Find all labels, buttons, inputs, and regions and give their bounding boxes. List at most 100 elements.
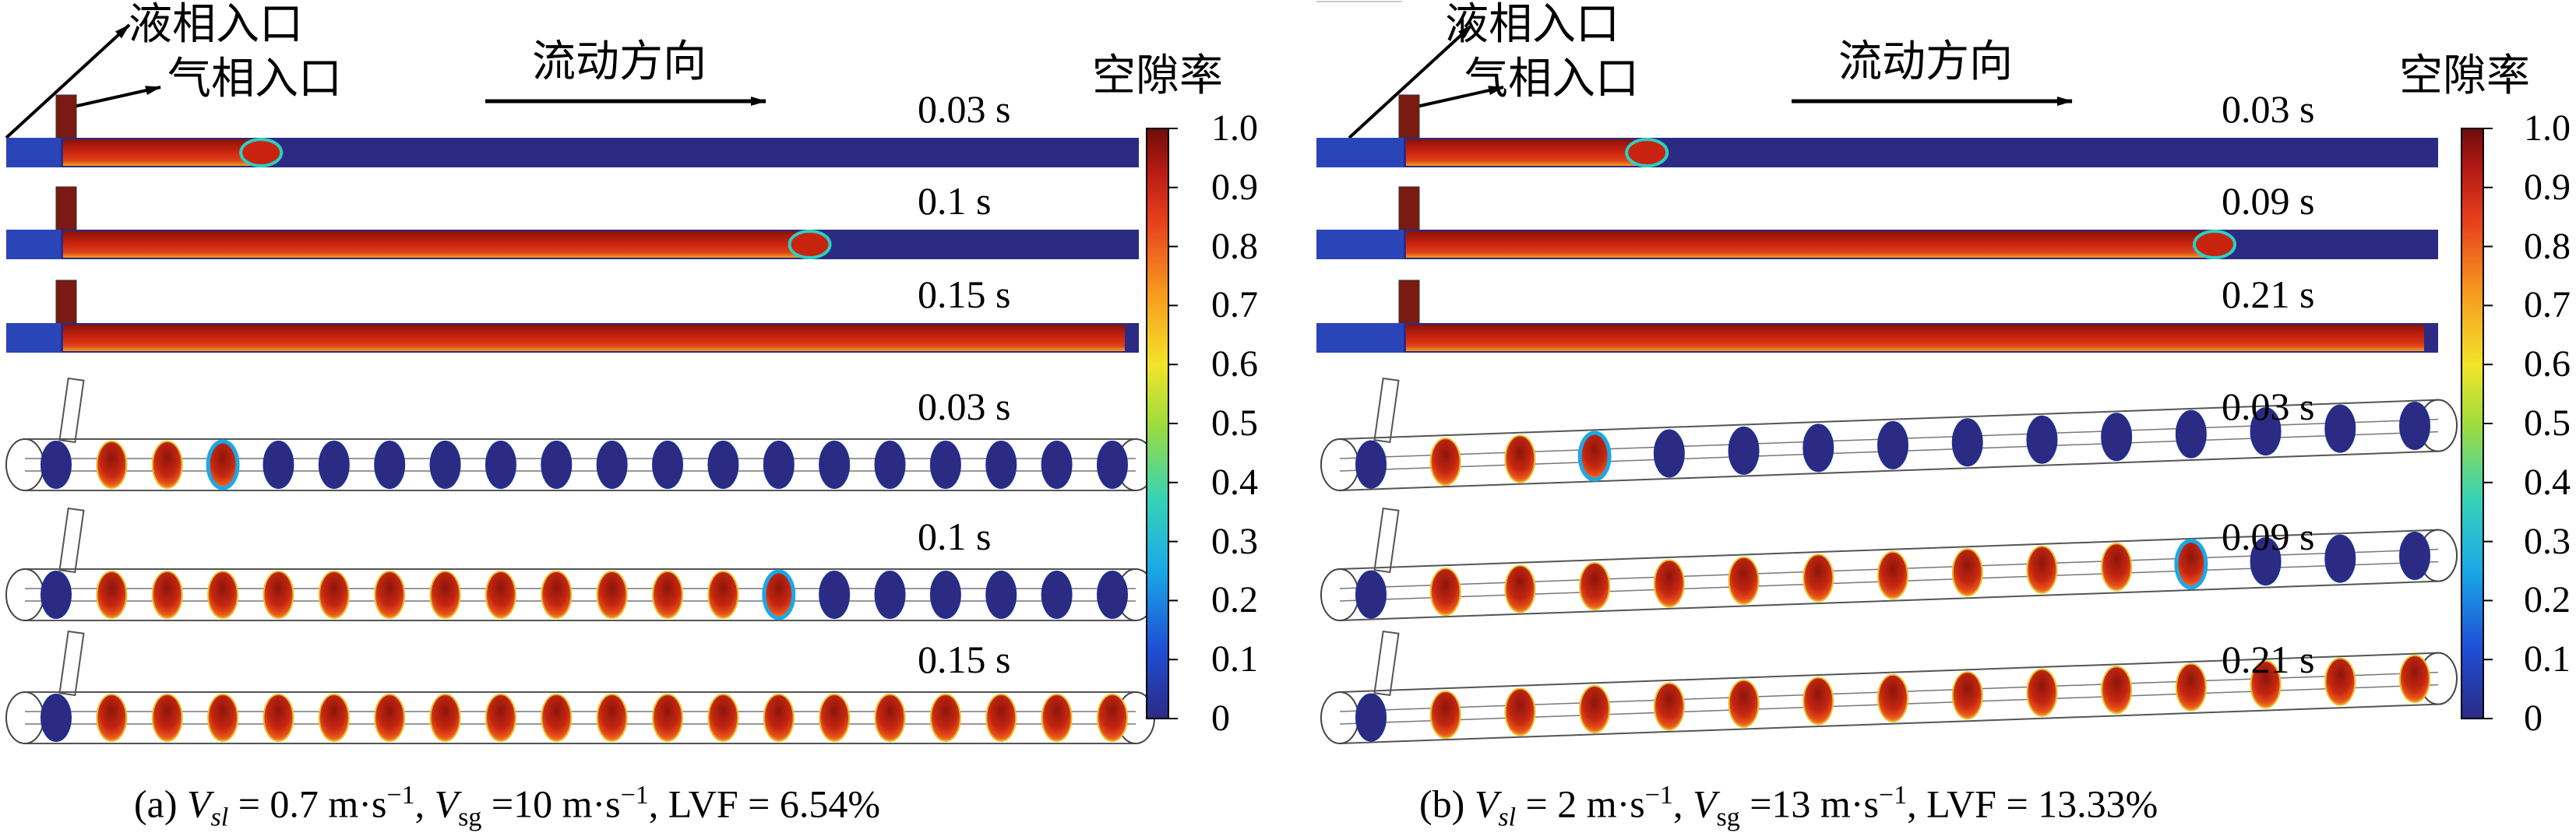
cross-section — [263, 694, 294, 742]
cross-section — [2250, 660, 2282, 709]
cross-section — [1041, 571, 1073, 619]
gas-slug — [63, 139, 265, 166]
cross-section — [1951, 418, 1983, 467]
colorbar-tick-label: 0.1 — [2524, 638, 2571, 680]
cross-section — [874, 441, 906, 489]
colorbar-tick-label: 0.7 — [1211, 284, 1258, 326]
caption-vsl-val: = 0.7 m·s — [228, 782, 387, 826]
cross-section — [541, 694, 573, 742]
cross-section — [2324, 534, 2356, 583]
cross-section — [874, 571, 906, 619]
cross-section — [596, 441, 628, 489]
cross-section — [1877, 420, 1908, 469]
colorbar-tick-label: 0.9 — [1211, 166, 1258, 208]
gas-inlet-label: 气相入口 — [1464, 54, 1639, 104]
cross-section — [2101, 413, 2133, 462]
colorbar-tick-label: 0.4 — [2524, 461, 2571, 503]
cross-section — [318, 441, 350, 489]
gas-inlet-arrow — [1405, 86, 1504, 111]
time-label-2d: 0.03 s — [918, 87, 1011, 131]
tube-3d — [5, 507, 1155, 621]
caption-prefix: (a) — [134, 782, 187, 826]
cross-section — [2026, 668, 2058, 717]
caption-vsg-exp: −1 — [1878, 781, 1908, 810]
caption-vsg-sym: V — [1692, 782, 1717, 826]
tube-3d — [1320, 377, 2458, 491]
cross-section — [652, 571, 684, 619]
inlet-mixing-zone — [1316, 138, 1404, 167]
gas-inlet-label: 气相入口 — [167, 54, 342, 104]
colorbar-tick-label: 0.6 — [1211, 343, 1258, 385]
cross-section — [541, 441, 573, 489]
cross-section — [1504, 434, 1536, 483]
liquid-inlet-arrow — [1348, 23, 1474, 139]
flow-direction-label: 流动方向 — [532, 37, 707, 87]
cross-section — [1579, 562, 1611, 611]
cross-section — [1802, 424, 1834, 473]
cross-section — [1802, 677, 1834, 726]
cross-section — [1653, 429, 1685, 478]
panel-caption: (b) Vsl = 2 m·s−1, Vsg =13 m·s−1, LVF = … — [1419, 782, 2158, 831]
cross-section — [985, 571, 1017, 619]
colorbar-tick-label: 0.8 — [2524, 225, 2571, 267]
cross-section — [2324, 404, 2356, 453]
vertical-inlet-pipe — [1398, 279, 1420, 324]
colorbar — [2461, 128, 2484, 719]
cross-section — [1728, 426, 1760, 475]
cross-section — [1877, 550, 1908, 599]
caption-vsl-exp: −1 — [1644, 781, 1673, 810]
colorbar-tick-label: 0.5 — [2524, 402, 2571, 444]
caption-vsl-sub: sl — [210, 803, 229, 832]
tube-3d — [1320, 507, 2458, 621]
cross-section — [96, 571, 128, 619]
colorbar-tick-label: 0 — [2524, 698, 2543, 739]
cross-section — [1355, 693, 1387, 742]
cross-section — [2175, 663, 2207, 712]
tube-3d — [5, 377, 1155, 491]
cross-section — [207, 694, 239, 742]
gas-inlet-arrow — [62, 86, 161, 111]
cross-section — [1653, 559, 1685, 608]
cross-section — [206, 439, 240, 490]
panel-caption: (a) Vsl = 0.7 m·s−1, Vsg =10 m·s−1, LVF … — [134, 782, 880, 831]
cross-section — [485, 571, 516, 619]
caption-sep1: , — [414, 782, 435, 826]
vertical-inlet-pipe — [1398, 94, 1420, 139]
cross-section — [429, 694, 461, 742]
cross-section — [819, 441, 851, 489]
cross-section — [2026, 545, 2058, 594]
colorbar-tick-label: 0.2 — [2524, 579, 2571, 621]
cross-section — [2101, 543, 2133, 592]
cross-section — [707, 571, 739, 619]
cross-section — [1429, 438, 1461, 487]
cross-section — [151, 441, 183, 489]
cross-section — [819, 571, 851, 619]
cross-section — [96, 694, 128, 742]
vertical-inlet-pipe — [55, 186, 77, 230]
inlet-mixing-zone — [1316, 323, 1404, 353]
vertical-inlet-pipe — [55, 279, 77, 324]
gas-slug — [1406, 325, 2424, 351]
caption-sep2: , LVF = 13.33% — [1907, 782, 2158, 826]
cross-section — [763, 441, 795, 489]
colorbar-tick-label: 0.3 — [1211, 520, 1258, 562]
cross-section — [1653, 682, 1685, 731]
cross-section — [596, 571, 628, 619]
panel-a — [5, 23, 1178, 744]
inlet-mixing-zone — [6, 323, 61, 353]
tube-3d — [1320, 630, 2458, 744]
cross-section — [263, 441, 294, 489]
cross-section — [1504, 564, 1536, 613]
tube-3d — [5, 630, 1155, 744]
colorbar-title: 空隙率 — [1092, 51, 1223, 101]
colorbar-tick-label: 0.9 — [2524, 166, 2571, 208]
cross-section — [2399, 655, 2430, 704]
caption-vsg-val: =10 m·s — [481, 782, 621, 826]
caption-vsg-val: =13 m·s — [1739, 782, 1879, 826]
colorbar-tick-label: 0.8 — [1211, 225, 1258, 267]
cross-section — [1429, 691, 1461, 740]
gas-front — [788, 230, 832, 259]
cross-section — [819, 694, 851, 742]
colorbar-tick-label: 0 — [1211, 698, 1230, 739]
